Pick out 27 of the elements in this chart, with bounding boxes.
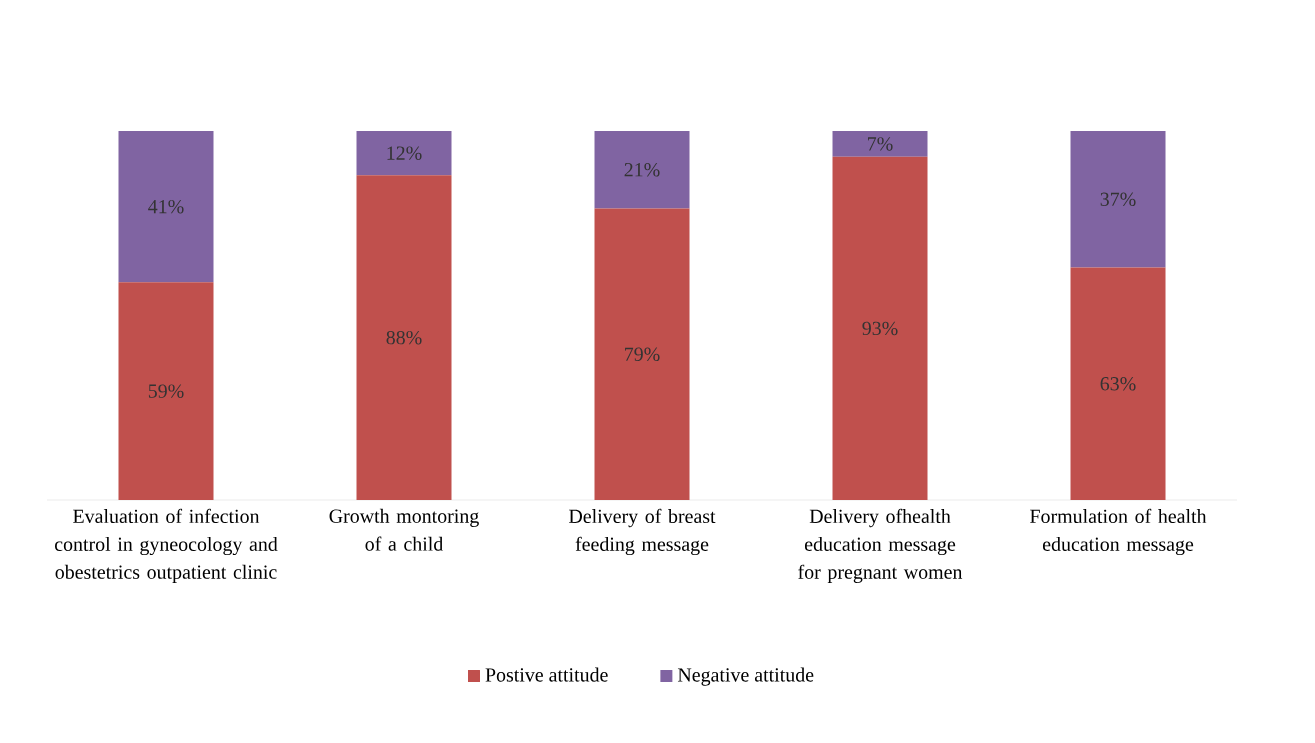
bar [118, 282, 214, 500]
bar [832, 156, 928, 500]
data-label: 93% [862, 321, 898, 336]
x-tick-label: Growth montoring of a child [329, 508, 479, 551]
data-label: 21% [624, 162, 660, 177]
bar [1070, 131, 1166, 268]
data-label: 59% [148, 384, 184, 398]
data-label: 37% [1100, 192, 1136, 207]
bar [356, 175, 452, 500]
bar [594, 208, 690, 500]
data-label: 79% [625, 347, 660, 361]
x-tick-label: Delivery ofhealth education message for pregnant women [798, 508, 963, 583]
bar [832, 131, 928, 157]
bar [118, 131, 214, 283]
data-label: 63% [1100, 377, 1136, 391]
x-tick-label: Formulation of health education message [1030, 508, 1207, 556]
bar [594, 131, 690, 209]
data-label: 7% [868, 137, 893, 151]
bar [1070, 267, 1166, 500]
data-label: 12% [387, 146, 422, 160]
legend-label: Postive attitude [485, 667, 608, 682]
data-label: 88% [386, 330, 422, 345]
bar [356, 131, 452, 176]
x-tick-label: Delivery of breast feeding message [569, 508, 716, 556]
data-label: 41% [148, 199, 184, 214]
x-tick-label: Evaluation of infection control in gyneocology and obestetrics outpatient clinic [54, 508, 278, 583]
legend-label: Negative attitude [677, 667, 814, 686]
